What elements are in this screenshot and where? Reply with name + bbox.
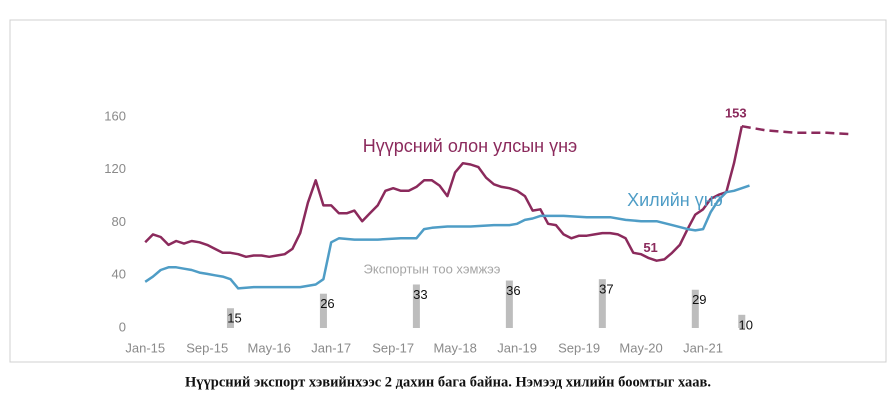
bar-label: 33 — [413, 287, 427, 302]
y-tick-label: 160 — [104, 108, 126, 123]
bar-label: 29 — [692, 292, 706, 307]
x-tick-label: May-20 — [619, 340, 662, 355]
bar — [505, 280, 513, 328]
bar — [598, 279, 606, 328]
caption: Нүүрсний экспорт хэвийнхээс 2 дахин бага… — [185, 374, 711, 390]
x-tick-label: Jan-17 — [311, 340, 351, 355]
y-tick-label: 120 — [104, 161, 126, 176]
series-label: Нүүрсний олон улсын үнэ — [363, 136, 577, 156]
x-tick-label: Jan-21 — [683, 340, 723, 355]
line — [144, 184, 750, 290]
x-tick-label: Jan-19 — [497, 340, 537, 355]
series-label: Хилийн үнэ — [627, 190, 723, 210]
bar-label: 26 — [320, 296, 334, 311]
x-tick-label: May-16 — [248, 340, 291, 355]
series-label: Экспортын тоо хэмжээ — [364, 261, 501, 276]
line — [144, 125, 744, 262]
bar — [226, 308, 234, 328]
x-tick-label: May-18 — [433, 340, 476, 355]
frame — [9, 19, 887, 363]
point-label: 153 — [725, 106, 747, 121]
forecast-line — [741, 124, 851, 136]
y-tick-label: 0 — [119, 319, 126, 334]
bar-label: 37 — [599, 282, 613, 297]
bar-label: 15 — [227, 311, 241, 326]
bar — [319, 293, 327, 328]
bar-label: 36 — [506, 283, 520, 298]
x-tick-label: Sep-17 — [372, 340, 414, 355]
bar — [691, 289, 699, 328]
x-tick-label: Sep-19 — [558, 340, 600, 355]
y-tick-label: 40 — [112, 267, 126, 282]
y-tick-label: 80 — [112, 214, 126, 229]
bar — [412, 284, 420, 328]
bar — [738, 314, 746, 328]
x-tick-label: Jan-15 — [125, 340, 165, 355]
x-tick-label: Sep-15 — [186, 340, 228, 355]
point-label: 51 — [643, 240, 657, 255]
bar-label: 10 — [739, 317, 753, 332]
